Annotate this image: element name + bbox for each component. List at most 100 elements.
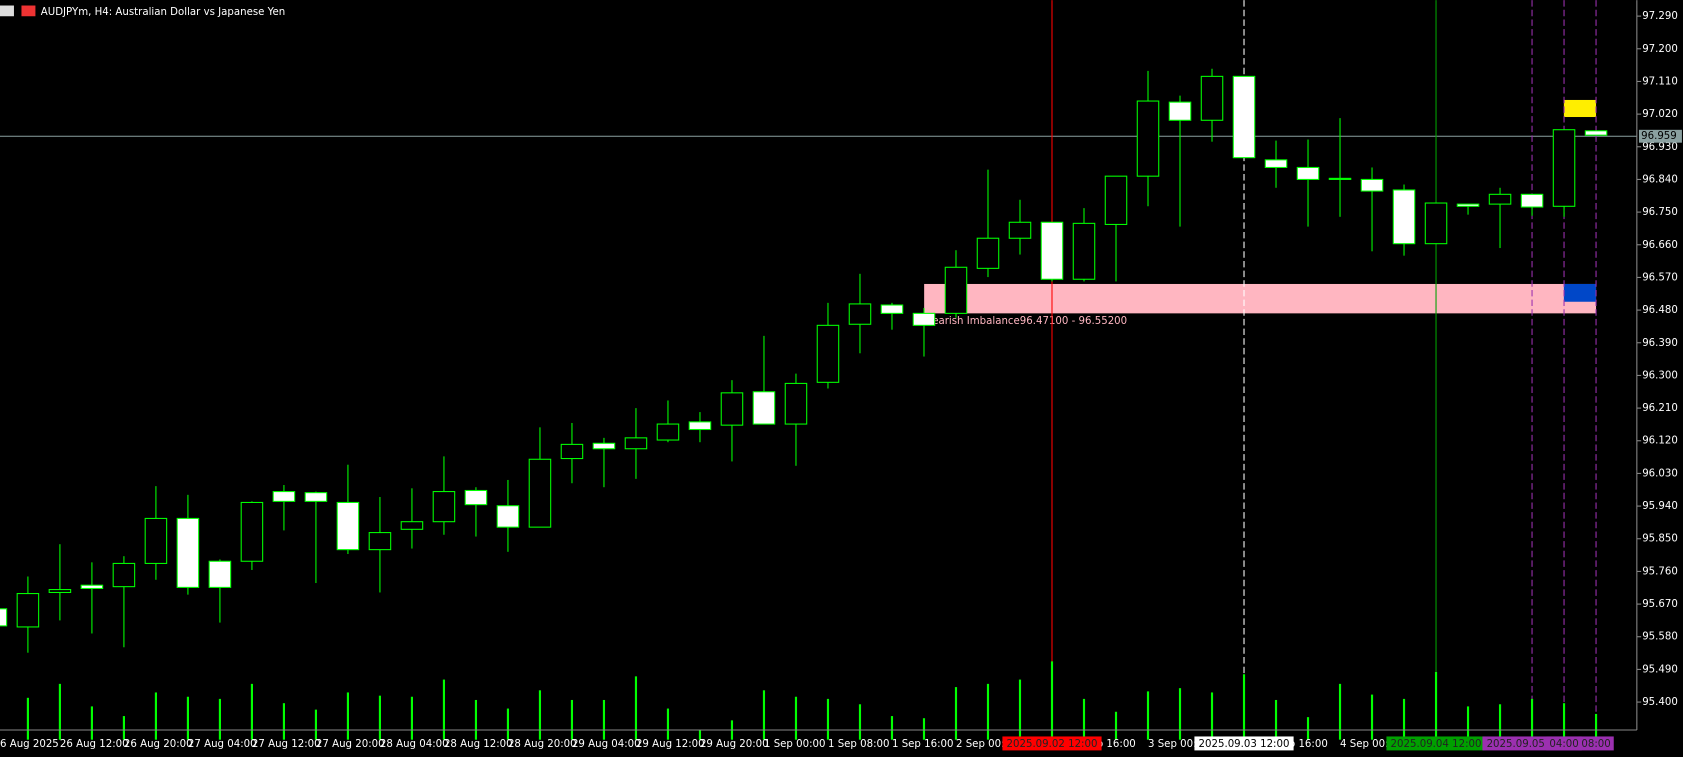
candle-body bbox=[1264, 159, 1288, 168]
x-tick-label: Sep 16:00 bbox=[1276, 739, 1328, 750]
x-tick-label: 27 Aug 20:00 bbox=[316, 739, 385, 750]
y-tick-label: 97.290 bbox=[1642, 11, 1678, 22]
candle-body bbox=[1104, 175, 1128, 225]
x-tick-label: 29 Aug 04:00 bbox=[572, 739, 641, 750]
candle-body bbox=[656, 423, 680, 441]
chart-title: AUDJPYm, H4: Australian Dollar vs Japane… bbox=[41, 7, 285, 18]
y-tick-label: 96.930 bbox=[1642, 142, 1678, 153]
candle-body bbox=[528, 458, 552, 528]
candle-body bbox=[752, 391, 776, 425]
y-tick-label: 96.210 bbox=[1642, 403, 1678, 414]
marker-label: 2025.09.03 12:00 bbox=[1199, 739, 1290, 750]
y-tick-label: 95.670 bbox=[1642, 599, 1678, 610]
x-tick-label: 3 Sep 00:00 bbox=[1148, 739, 1210, 750]
candle-body bbox=[144, 517, 168, 564]
x-tick-label: 26 Aug 20:00 bbox=[124, 739, 193, 750]
x-tick-label: 29 Aug 12:00 bbox=[636, 739, 705, 750]
candle-body bbox=[1392, 189, 1416, 245]
candle-body bbox=[368, 532, 392, 551]
candle-body bbox=[976, 237, 1000, 269]
zone-label: Bearish Imbalance96.47100 - 96.55200 bbox=[925, 316, 1127, 327]
candle-body bbox=[1168, 101, 1192, 121]
candle-body bbox=[400, 521, 424, 530]
candle-body bbox=[560, 443, 584, 460]
x-tick-label: 27 Aug 04:00 bbox=[188, 739, 257, 750]
x-tick-label: 28 Aug 04:00 bbox=[380, 739, 449, 750]
candle-body bbox=[592, 442, 616, 450]
candle-body bbox=[208, 560, 232, 588]
candle-body bbox=[1200, 75, 1224, 121]
candle-body bbox=[1296, 166, 1320, 180]
x-tick-label: 1 Sep 16:00 bbox=[892, 739, 954, 750]
candle-body bbox=[176, 517, 200, 588]
y-tick-label: 95.490 bbox=[1642, 664, 1678, 675]
x-tick-label: 26 Aug 12:00 bbox=[60, 739, 129, 750]
candle-body bbox=[0, 608, 8, 627]
candle-body bbox=[912, 312, 936, 326]
marker-label-bg bbox=[1386, 736, 1486, 751]
axis-panel bbox=[1636, 0, 1683, 757]
x-tick-label: 1 Sep 00:00 bbox=[764, 739, 826, 750]
price-label: 96.959 bbox=[1641, 131, 1677, 142]
candle-body bbox=[1424, 202, 1448, 245]
zone bbox=[924, 283, 1597, 314]
x-tick-label: 2 Sep 00:00 bbox=[956, 739, 1018, 750]
icon bbox=[21, 5, 36, 17]
candle-body bbox=[1328, 177, 1352, 180]
y-tick-label: 96.570 bbox=[1642, 272, 1678, 283]
y-tick-label: 97.110 bbox=[1642, 76, 1678, 87]
x-tick-label: 29 Aug 20:00 bbox=[700, 739, 769, 750]
x-tick-label: 1 Sep 08:00 bbox=[828, 739, 890, 750]
marker-label: 04:00 bbox=[1549, 739, 1578, 750]
marker-label-bg bbox=[1194, 736, 1294, 751]
zone bbox=[1563, 283, 1597, 302]
marker-label: 2025.09.04 12:00 bbox=[1391, 739, 1482, 750]
y-tick-label: 96.480 bbox=[1642, 305, 1678, 316]
candle-body bbox=[688, 421, 712, 431]
candle-body bbox=[1552, 129, 1576, 207]
marker-label-bg bbox=[1578, 736, 1614, 751]
candle-body bbox=[496, 505, 520, 528]
y-tick-label: 97.200 bbox=[1642, 44, 1678, 55]
candle-body bbox=[880, 304, 904, 314]
candle-body bbox=[16, 593, 40, 628]
y-tick-label: 95.400 bbox=[1642, 697, 1678, 708]
candle-body bbox=[1584, 130, 1608, 136]
price-label-bg bbox=[1638, 129, 1682, 143]
marker-label-bg bbox=[1546, 736, 1582, 751]
y-tick-label: 95.760 bbox=[1642, 566, 1678, 577]
y-tick-label: 95.940 bbox=[1642, 501, 1678, 512]
candle-body bbox=[784, 382, 808, 425]
marker-label-bg bbox=[1002, 736, 1102, 751]
candle-body bbox=[464, 489, 488, 506]
candle-body bbox=[1232, 75, 1256, 159]
candle-body bbox=[1456, 203, 1480, 207]
y-tick-label: 96.840 bbox=[1642, 174, 1678, 185]
x-tick-label: 27 Aug 12:00 bbox=[252, 739, 321, 750]
icon bbox=[0, 5, 14, 17]
candle-body bbox=[80, 584, 104, 590]
candle-body bbox=[944, 266, 968, 314]
y-tick-label: 96.030 bbox=[1642, 468, 1678, 479]
candle-body bbox=[624, 437, 648, 450]
y-tick-label: 96.120 bbox=[1642, 436, 1678, 447]
candle-body bbox=[1360, 178, 1384, 192]
candle-body bbox=[432, 491, 456, 523]
candle-body bbox=[1008, 221, 1032, 239]
x-tick-label: 28 Aug 12:00 bbox=[444, 739, 513, 750]
zone bbox=[1563, 99, 1597, 118]
candle-body bbox=[304, 492, 328, 502]
candle-body bbox=[272, 491, 296, 502]
y-tick-label: 96.390 bbox=[1642, 338, 1678, 349]
x-tick-label: 4 Sep 00:00 bbox=[1340, 739, 1402, 750]
candle-body bbox=[48, 589, 72, 594]
candle-body bbox=[240, 501, 264, 562]
marker-label: 2025.09.02 12:00 bbox=[1007, 739, 1098, 750]
candle-body bbox=[1072, 222, 1096, 280]
marker-label: 2025.09.05 00:00 bbox=[1487, 739, 1578, 750]
candle-body bbox=[816, 324, 840, 383]
candle-body bbox=[112, 562, 136, 588]
